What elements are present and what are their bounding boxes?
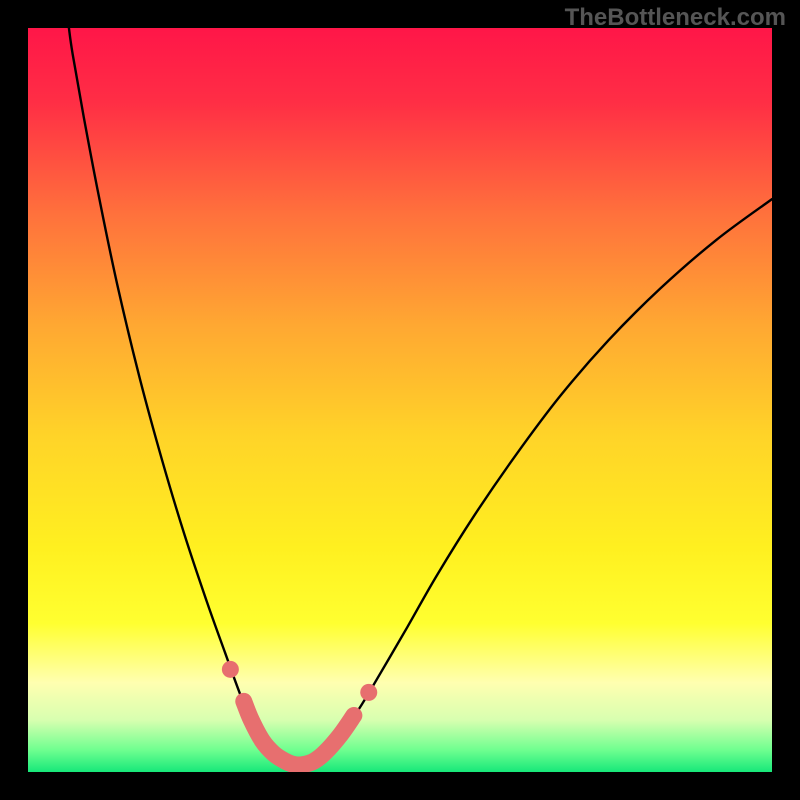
curve-layer [28,28,772,772]
stage: TheBottleneck.com [0,0,800,800]
highlight-dot [222,661,239,678]
highlight-dot [360,684,377,701]
bottleneck-curve [69,28,772,765]
highlight-segment [244,701,354,765]
plot-area [28,28,772,772]
watermark-text: TheBottleneck.com [565,4,786,32]
